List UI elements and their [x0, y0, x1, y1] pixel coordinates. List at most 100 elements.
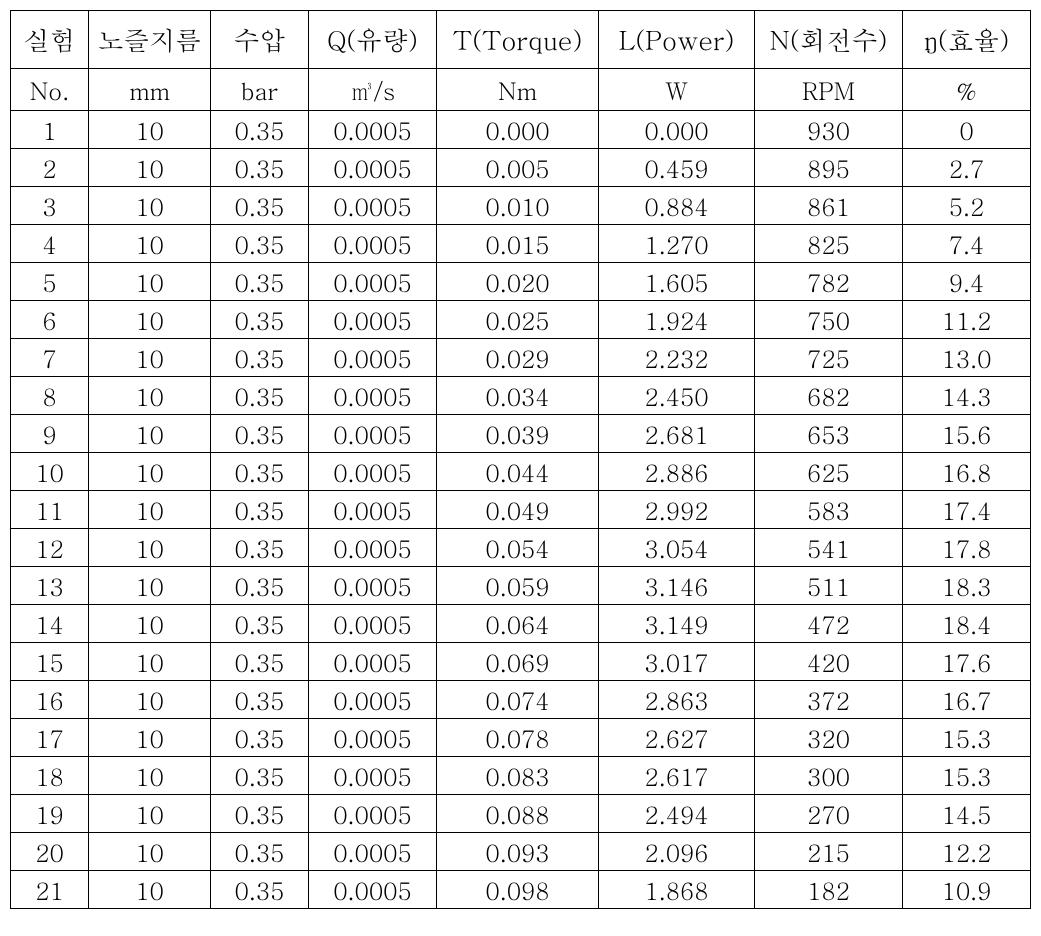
column-header: Q(유량)	[309, 11, 437, 69]
table-cell: 0.0005	[309, 225, 437, 263]
table-cell: 10	[89, 529, 211, 567]
table-cell: 0.083	[437, 757, 599, 795]
table-cell: 0.884	[599, 187, 755, 225]
table-cell: 653	[755, 415, 903, 453]
table-cell: 2.617	[599, 757, 755, 795]
table-cell: 0.005	[437, 149, 599, 187]
table-cell: 0.35	[211, 491, 309, 529]
table-cell: 10.9	[903, 871, 1031, 909]
table-cell: 750	[755, 301, 903, 339]
column-header: ŋ(효율)	[903, 11, 1031, 69]
table-cell: 0.0005	[309, 567, 437, 605]
table-cell: 10	[89, 377, 211, 415]
table-cell: 15.3	[903, 757, 1031, 795]
table-cell: 0.0005	[309, 453, 437, 491]
table-cell: 511	[755, 567, 903, 605]
table-cell: 0.000	[437, 111, 599, 149]
unit-row: No.mmbar㎥/sNmWRPM%	[11, 69, 1031, 111]
table-cell: 0.35	[211, 605, 309, 643]
table-cell: 0.0005	[309, 719, 437, 757]
column-unit: W	[599, 69, 755, 111]
table-cell: 13.0	[903, 339, 1031, 377]
table-cell: 0.35	[211, 301, 309, 339]
table-cell: 10	[89, 567, 211, 605]
table-cell: 782	[755, 263, 903, 301]
table-cell: 0.0005	[309, 643, 437, 681]
table-cell: 10	[89, 263, 211, 301]
table-cell: 320	[755, 719, 903, 757]
table-cell: 10	[89, 301, 211, 339]
table-row: 21100.350.00050.0981.86818210.9	[11, 871, 1031, 909]
table-cell: 0.025	[437, 301, 599, 339]
table-cell: 3.146	[599, 567, 755, 605]
column-header: L(Power)	[599, 11, 755, 69]
table-cell: 2	[11, 149, 89, 187]
table-cell: 0.0005	[309, 301, 437, 339]
table-cell: 10	[89, 605, 211, 643]
table-cell: 0.020	[437, 263, 599, 301]
table-row: 16100.350.00050.0742.86337216.7	[11, 681, 1031, 719]
table-cell: 300	[755, 757, 903, 795]
table-cell: 12.2	[903, 833, 1031, 871]
table-cell: 2.863	[599, 681, 755, 719]
table-cell: 0.35	[211, 263, 309, 301]
table-row: 1100.350.00050.0000.0009300	[11, 111, 1031, 149]
table-cell: 725	[755, 339, 903, 377]
table-cell: 15.3	[903, 719, 1031, 757]
table-cell: 10	[89, 871, 211, 909]
table-cell: 0.029	[437, 339, 599, 377]
table-cell: 420	[755, 643, 903, 681]
table-cell: 10	[89, 111, 211, 149]
column-unit: Nm	[437, 69, 599, 111]
table-cell: 0.0005	[309, 149, 437, 187]
table-cell: 21	[11, 871, 89, 909]
table-cell: 5	[11, 263, 89, 301]
table-cell: 0.0005	[309, 339, 437, 377]
table-cell: 10	[11, 453, 89, 491]
table-cell: 0.049	[437, 491, 599, 529]
table-cell: 10	[89, 719, 211, 757]
table-cell: 12	[11, 529, 89, 567]
table-cell: 13	[11, 567, 89, 605]
table-cell: 14.3	[903, 377, 1031, 415]
table-cell: 3.149	[599, 605, 755, 643]
table-cell: 825	[755, 225, 903, 263]
table-row: 5100.350.00050.0201.6057829.4	[11, 263, 1031, 301]
table-cell: 7.4	[903, 225, 1031, 263]
table-cell: 2.096	[599, 833, 755, 871]
table-cell: 372	[755, 681, 903, 719]
table-row: 8100.350.00050.0342.45068214.3	[11, 377, 1031, 415]
table-cell: 895	[755, 149, 903, 187]
column-header: 실험	[11, 11, 89, 69]
table-cell: 0.35	[211, 377, 309, 415]
table-cell: 0.0005	[309, 795, 437, 833]
table-cell: 0.35	[211, 529, 309, 567]
table-row: 12100.350.00050.0543.05454117.8	[11, 529, 1031, 567]
table-cell: 10	[89, 757, 211, 795]
table-body: 1100.350.00050.0000.00093002100.350.0005…	[11, 111, 1031, 909]
table-cell: 2.7	[903, 149, 1031, 187]
table-cell: 0.074	[437, 681, 599, 719]
table-cell: 10	[89, 795, 211, 833]
table-cell: 15	[11, 643, 89, 681]
table-cell: 18.3	[903, 567, 1031, 605]
table-cell: 0.039	[437, 415, 599, 453]
table-row: 7100.350.00050.0292.23272513.0	[11, 339, 1031, 377]
table-cell: 1.270	[599, 225, 755, 263]
table-cell: 1.924	[599, 301, 755, 339]
table-cell: 10	[89, 491, 211, 529]
table-cell: 0.0005	[309, 757, 437, 795]
table-row: 18100.350.00050.0832.61730015.3	[11, 757, 1031, 795]
table-cell: 10	[89, 833, 211, 871]
table-cell: 0.35	[211, 339, 309, 377]
table-cell: 19	[11, 795, 89, 833]
table-cell: 0.064	[437, 605, 599, 643]
table-cell: 541	[755, 529, 903, 567]
table-cell: 17.6	[903, 643, 1031, 681]
experiment-data-table: 실험노즐지름수압Q(유량)T(Torque)L(Power)N(회전수)ŋ(효율…	[10, 10, 1031, 909]
table-cell: 2.232	[599, 339, 755, 377]
table-cell: 0.459	[599, 149, 755, 187]
table-cell: 14	[11, 605, 89, 643]
table-cell: 0.35	[211, 111, 309, 149]
table-row: 20100.350.00050.0932.09621512.2	[11, 833, 1031, 871]
